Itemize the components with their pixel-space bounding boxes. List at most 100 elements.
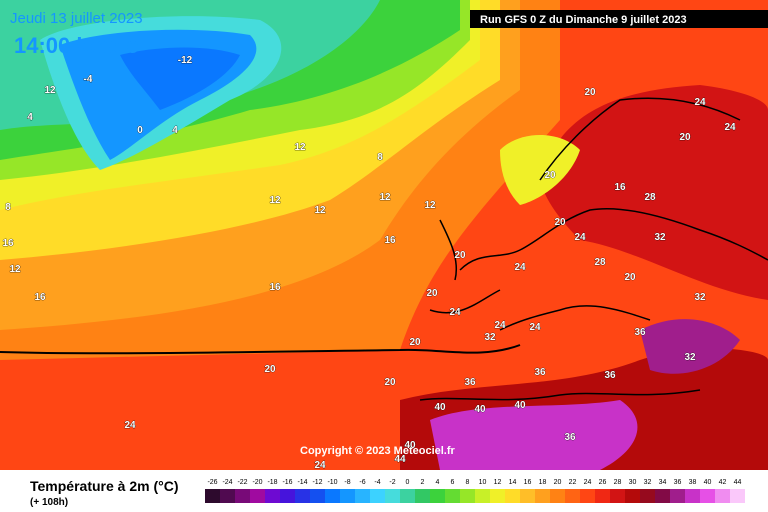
scale-label: -4 xyxy=(374,479,380,486)
contour-label: 4 xyxy=(27,112,33,123)
scale-swatch xyxy=(325,489,340,503)
scale-swatch xyxy=(640,489,655,503)
scale-swatch xyxy=(610,489,625,503)
isotherm xyxy=(0,344,521,355)
scale-label: 26 xyxy=(599,479,607,486)
contour-labels: -12-440 481212128121212161616161220202420… xyxy=(2,55,736,472)
scale-label: -22 xyxy=(237,479,247,486)
scale-swatch xyxy=(355,489,370,503)
contour-label: 20 xyxy=(454,250,466,261)
scale-label: 4 xyxy=(436,479,440,486)
contour-label: 20 xyxy=(544,170,556,181)
scale-label: 20 xyxy=(554,479,562,486)
contour-label: 16 xyxy=(614,182,626,193)
scale-label: 40 xyxy=(704,479,712,486)
date: Jeudi 13 juillet 2023 xyxy=(10,10,143,27)
contour-label: 36 xyxy=(534,367,546,378)
contour-label: 12 xyxy=(269,195,281,206)
scale-label: -10 xyxy=(327,479,337,486)
contour-label: 36 xyxy=(464,377,476,388)
scale-swatch xyxy=(475,489,490,503)
contour-label: 24 xyxy=(314,460,326,471)
scale-swatch xyxy=(655,489,670,503)
scale-swatch xyxy=(505,489,520,503)
scale-label: 10 xyxy=(479,479,487,486)
scale-label: -26 xyxy=(207,479,217,486)
contour-label: 44 xyxy=(394,454,406,465)
contour-label: 16 xyxy=(2,238,14,249)
scale-swatch xyxy=(625,489,640,503)
legend-title: Température à 2m (°C) xyxy=(30,478,179,494)
scale-label: 16 xyxy=(524,479,532,486)
scale-label: 28 xyxy=(614,479,622,486)
scale-swatch xyxy=(235,489,250,503)
scale-swatch xyxy=(430,489,445,503)
contour-label: 32 xyxy=(684,352,696,363)
contour-label: 20 xyxy=(264,364,276,375)
scale-label: 18 xyxy=(539,479,547,486)
scale-swatch xyxy=(220,489,235,503)
contour-label: 40 xyxy=(514,400,526,411)
scale-label: 42 xyxy=(719,479,727,486)
scale-label: 14 xyxy=(509,479,517,486)
scale-label: 6 xyxy=(451,479,455,486)
contour-label: -12 xyxy=(178,55,193,66)
contour-label: 12 xyxy=(44,85,56,96)
scale-swatch xyxy=(685,489,700,503)
scale-label: -12 xyxy=(312,479,322,486)
contour-label: 24 xyxy=(124,420,136,431)
contour-label: 12 xyxy=(379,192,391,203)
scale-swatch xyxy=(370,489,385,503)
scale-label: 0 xyxy=(406,479,410,486)
contour-label: 32 xyxy=(654,232,666,243)
scale-swatch xyxy=(265,489,280,503)
scale-swatch xyxy=(490,489,505,503)
scale-swatch xyxy=(415,489,430,503)
contour-label: 12 xyxy=(424,200,436,211)
scale-label: -14 xyxy=(297,479,307,486)
scale-label: 32 xyxy=(644,479,652,486)
time: 14:00 locale xyxy=(14,33,139,58)
scale-label: 12 xyxy=(494,479,502,486)
scale-swatch xyxy=(565,489,580,503)
contour-label: 40 xyxy=(474,404,486,415)
scale-label: -8 xyxy=(344,479,350,486)
scale-swatch xyxy=(310,489,325,503)
scale-swatch xyxy=(385,489,400,503)
scale-swatch xyxy=(295,489,310,503)
scale-swatch xyxy=(550,489,565,503)
contour-label: 24 xyxy=(449,307,461,318)
scandinavia-cool xyxy=(500,135,580,205)
scale-swatch xyxy=(280,489,295,503)
scale-swatch xyxy=(730,489,745,503)
scale-swatch xyxy=(340,489,355,503)
contour-label: 0 xyxy=(137,125,143,136)
contour-label: 16 xyxy=(269,282,281,293)
scale-label: 2 xyxy=(421,479,425,486)
contour-label: 20 xyxy=(554,217,566,228)
greenland-core xyxy=(120,47,240,110)
scale-label: -20 xyxy=(252,479,262,486)
scale-label: -24 xyxy=(222,479,232,486)
scale-label: -16 xyxy=(282,479,292,486)
scale-swatch xyxy=(535,489,550,503)
contour-label: 24 xyxy=(694,97,706,108)
contour-label: 8 xyxy=(377,152,383,163)
scale-swatch xyxy=(520,489,535,503)
run-bar xyxy=(470,10,768,28)
scale-swatch xyxy=(445,489,460,503)
legend-lead: (+ 108h) xyxy=(30,497,68,508)
contour-label: 16 xyxy=(34,292,46,303)
east-hot xyxy=(540,85,768,300)
contour-label: 20 xyxy=(679,132,691,143)
scale-label: -18 xyxy=(267,479,277,486)
scale-swatch xyxy=(715,489,730,503)
scale-label: 34 xyxy=(659,479,667,486)
scale-label: 38 xyxy=(689,479,697,486)
scale-swatch xyxy=(205,489,220,503)
contour-label: 40 xyxy=(404,440,416,451)
scale-swatch xyxy=(700,489,715,503)
scale-label: 8 xyxy=(466,479,470,486)
